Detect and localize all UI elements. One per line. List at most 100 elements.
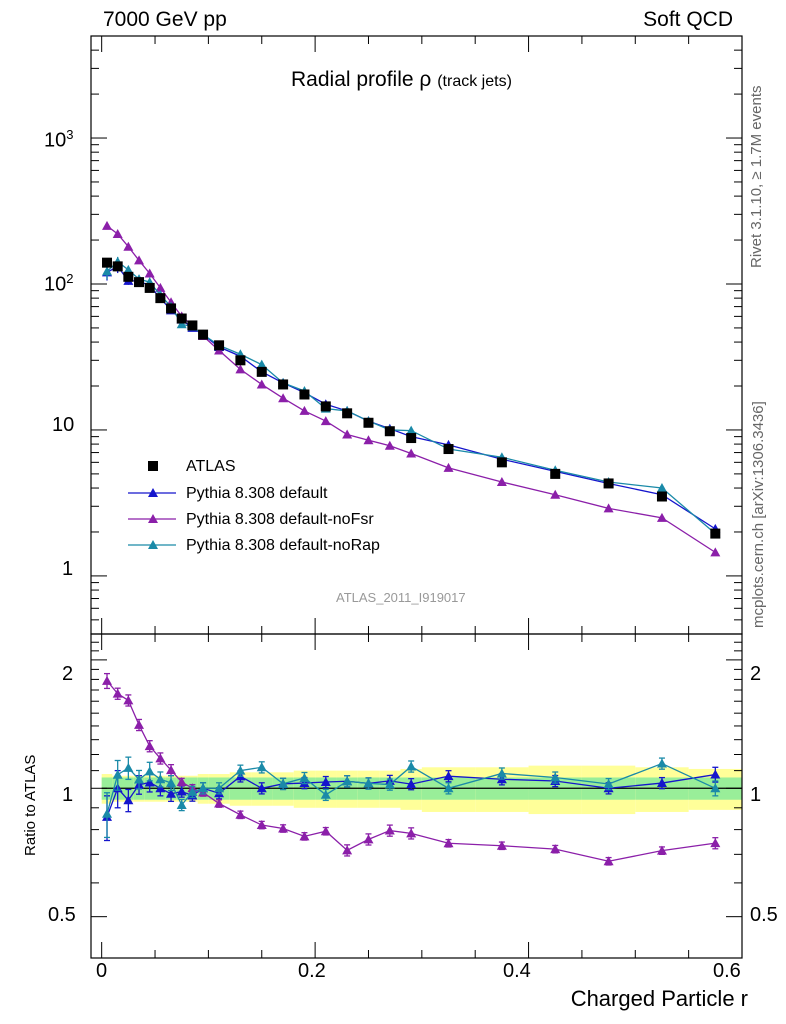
- header-left: 7000 GeV pp: [103, 8, 227, 31]
- chart-title-symbol: ρ: [419, 68, 432, 91]
- ratio-point-pythia-8-308-default-nofsr: [710, 838, 721, 848]
- ratio-point-pythia-8-308-default-norap: [656, 758, 667, 768]
- ratio-point-pythia-8-308-default-norap: [256, 762, 267, 772]
- data-point-pythia-8-308-default-nofsr: [384, 440, 395, 450]
- data-point-pythia-8-308-default-nofsr: [406, 448, 417, 458]
- ratio-point-pythia-8-308-default-nofsr: [363, 834, 374, 844]
- ratio-point-pythia-8-308-default: [166, 788, 177, 798]
- ratio-point-pythia-8-308-default-nofsr: [112, 688, 123, 698]
- data-point-pythia-8-308-default-nofsr: [134, 255, 145, 265]
- rivet-label: Rivet 3.1.10, ≥ 1.7M events: [748, 85, 765, 269]
- ratio-point-pythia-8-308-default-norap: [187, 786, 198, 796]
- ratio-point-pythia-8-308-default-nofsr: [214, 798, 225, 808]
- chart-title-suffix: (track jets): [437, 73, 512, 90]
- data-point-atlas: [198, 329, 209, 340]
- data-point-pythia-8-308-default-nofsr: [603, 503, 614, 513]
- data-point-pythia-8-308-default-nofsr: [656, 512, 667, 522]
- ratio-point-pythia-8-308-default-norap: [166, 777, 177, 787]
- ratio-y-tick-label: 1: [62, 784, 74, 806]
- ratio-point-pythia-8-308-default-norap: [299, 772, 310, 782]
- ratio-point-pythia-8-308-default-nofsr: [166, 765, 177, 775]
- ratio-point-pythia-8-308-default-nofsr: [603, 856, 614, 866]
- ratio-point-pythia-8-308-default: [710, 769, 721, 779]
- ratio-point-pythia-8-308-default-nofsr: [299, 831, 310, 841]
- ratio-point-pythia-8-308-default-norap: [134, 774, 145, 784]
- ratio-point-pythia-8-308-default-nofsr: [496, 840, 507, 850]
- ratio-point-pythia-8-308-default-norap: [406, 761, 417, 771]
- data-point-pythia-8-308-default-nofsr: [550, 489, 561, 499]
- ratio-point-pythia-8-308-default-nofsr: [278, 823, 289, 833]
- ratio-y-axis-label: Ratio to ATLAS: [22, 754, 39, 856]
- ratio-point-pythia-8-308-default-norap: [123, 762, 134, 772]
- data-point-pythia-8-308-default-nofsr: [123, 241, 134, 251]
- ratio-point-pythia-8-308-default-nofsr: [550, 844, 561, 854]
- ratio-point-pythia-8-308-default-norap: [710, 783, 721, 793]
- data-point-atlas: [406, 433, 417, 444]
- main-panel: [90, 35, 743, 635]
- ratio-point-pythia-8-308-default: [443, 771, 454, 781]
- ratio-point-pythia-8-308-default-norap: [363, 778, 374, 788]
- data-point-atlas: [363, 417, 374, 428]
- ratio-point-pythia-8-308-default: [176, 786, 187, 796]
- ratio-point-pythia-8-308-default-nofsr: [134, 719, 145, 729]
- data-point-atlas: [496, 457, 507, 468]
- data-point-atlas: [550, 468, 561, 479]
- chart-title-text: Radial profile: [291, 68, 414, 91]
- ratio-point-pythia-8-308-default-norap: [496, 768, 507, 778]
- ratio-point-pythia-8-308-default: [406, 779, 417, 789]
- data-point-atlas: [187, 320, 198, 331]
- legend-label-norap: Pythia 8.308 default-noRap: [186, 537, 380, 554]
- data-point-pythia-8-308-default-nofsr: [278, 393, 289, 403]
- analysis-id: ATLAS_2011_I919017: [336, 590, 466, 605]
- ratio-y-tick-label-right: 2: [750, 663, 762, 685]
- ratio-point-pythia-8-308-default-nofsr: [656, 845, 667, 855]
- ratio-point-pythia-8-308-default-norap: [176, 799, 187, 809]
- data-point-pythia-8-308-default-nofsr: [112, 229, 123, 239]
- ratio-point-pythia-8-308-default-nofsr: [123, 695, 134, 705]
- ratio-point-pythia-8-308-default-nofsr: [102, 675, 113, 685]
- data-point-pythia-8-308-default-nofsr: [155, 282, 166, 292]
- legend-marker-pythia-8-308-default-nofsr: [148, 514, 158, 523]
- ratio-point-pythia-8-308-default-norap: [603, 779, 614, 789]
- data-point-pythia-8-308-default-norap: [256, 359, 267, 369]
- ratio-point-pythia-8-308-default-norap: [550, 772, 561, 782]
- data-point-atlas: [603, 478, 614, 489]
- data-point-atlas: [278, 379, 289, 390]
- data-point-atlas: [299, 389, 310, 400]
- data-point-atlas: [134, 277, 145, 288]
- ratio-point-pythia-8-308-default: [123, 795, 134, 805]
- ratio-point-pythia-8-308-default-norap: [443, 783, 454, 793]
- ratio-point-pythia-8-308-default: [155, 783, 166, 793]
- data-point-pythia-8-308-default-nofsr: [144, 268, 155, 278]
- ratio-point-pythia-8-308-default-norap: [384, 779, 395, 789]
- ratio-point-pythia-8-308-default-norap: [102, 808, 113, 818]
- ratio-frame: [90, 633, 743, 959]
- data-point-pythia-8-308-default-norap: [176, 319, 187, 329]
- data-point-atlas: [123, 271, 134, 282]
- ratio-point-pythia-8-308-default-norap: [144, 766, 155, 776]
- data-point-pythia-8-308-default-nofsr: [235, 364, 246, 374]
- series-line-pythia-8-308-default-nofsr: [106, 225, 716, 553]
- ratio-y-tick-label-right: 0.5: [750, 904, 778, 926]
- data-point-atlas: [656, 491, 667, 502]
- data-point-atlas: [166, 303, 177, 314]
- ratio-point-pythia-8-308-default-norap: [320, 789, 331, 799]
- ratio-point-pythia-8-308-default: [144, 777, 155, 787]
- ratio-point-pythia-8-308-default-norap: [278, 778, 289, 788]
- legend-label-default: Pythia 8.308 default: [186, 485, 328, 502]
- data-point-atlas: [112, 261, 123, 272]
- legend-marker-pythia-8-308-default-norap: [148, 540, 158, 549]
- data-point-pythia-8-308-default-norap: [406, 425, 417, 435]
- data-point-pythia-8-308-default-nofsr: [363, 435, 374, 445]
- ratio-point-pythia-8-308-default-nofsr: [443, 838, 454, 848]
- data-point-pythia-8-308-default-nofsr: [256, 379, 267, 389]
- data-point-atlas: [155, 293, 166, 304]
- ratio-point-pythia-8-308-default: [256, 783, 267, 793]
- ratio-point-pythia-8-308-default-norap: [214, 783, 225, 793]
- y-tick-label: 1: [62, 558, 74, 580]
- data-point-atlas: [443, 444, 454, 455]
- data-point-pythia-8-308-default-norap: [102, 266, 113, 276]
- data-point-atlas: [102, 257, 113, 268]
- data-point-pythia-8-308-default-nofsr: [342, 429, 353, 439]
